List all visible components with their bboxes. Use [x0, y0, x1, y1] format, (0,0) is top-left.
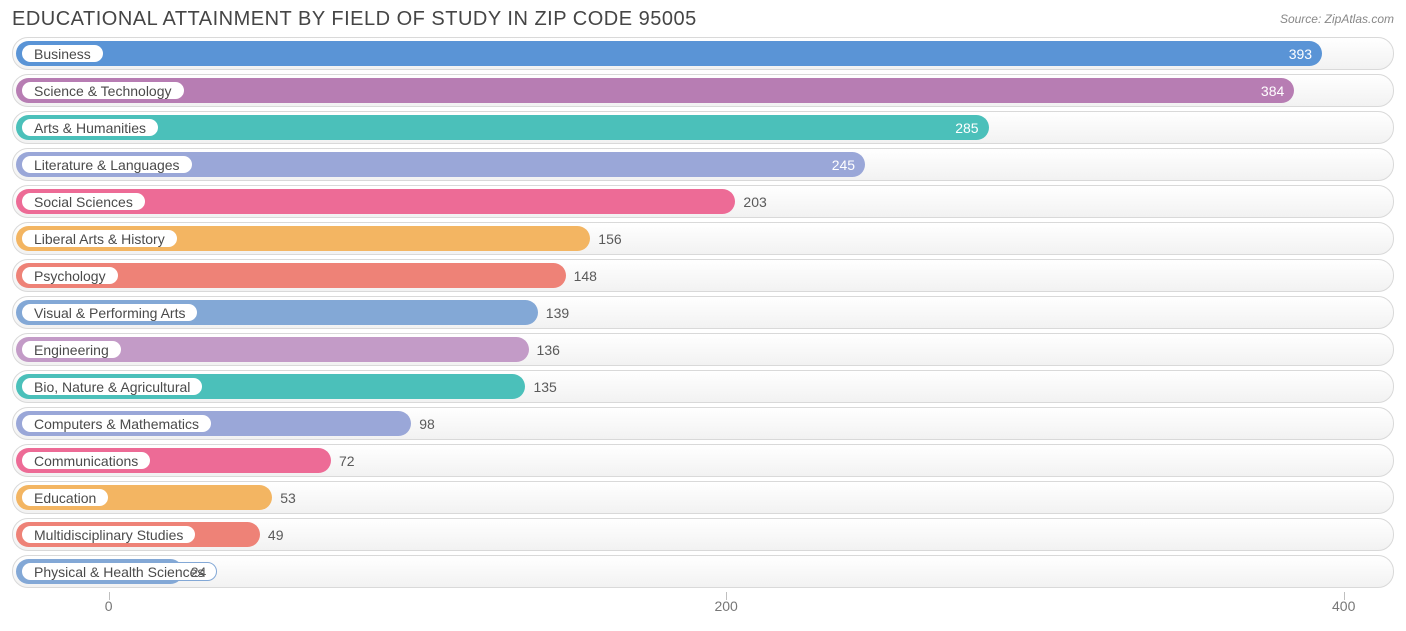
bar-value: 148 [566, 259, 597, 292]
bar-label-pill: Science & Technology [21, 81, 185, 100]
bar-label-pill: Multidisciplinary Studies [21, 525, 196, 544]
bar-label: Computers & Mathematics [34, 416, 199, 432]
bar-value: 135 [525, 370, 556, 403]
bar-row: Bio, Nature & Agricultural 135 [12, 370, 1394, 403]
bar-label: Literature & Languages [34, 157, 180, 173]
bar-label-pill: Visual & Performing Arts [21, 303, 198, 322]
bar-row: Communications 72 [12, 444, 1394, 477]
bar-label-pill: Social Sciences [21, 192, 146, 211]
bar-label: Arts & Humanities [34, 120, 146, 136]
bar-label: Physical & Health Sciences [34, 564, 204, 580]
axis-tick-label: 0 [105, 598, 113, 614]
bar-label-pill: Engineering [21, 340, 122, 359]
bar-label: Bio, Nature & Agricultural [34, 379, 190, 395]
bar-label-pill: Computers & Mathematics [21, 414, 212, 433]
bar-value: 98 [411, 407, 435, 440]
bar-row: 384 Science & Technology [12, 74, 1394, 107]
bar-label-pill: Literature & Languages [21, 155, 193, 174]
bar-label: Psychology [34, 268, 106, 284]
bar-row: 285 Arts & Humanities [12, 111, 1394, 144]
bar-label-pill: Education [21, 488, 109, 507]
bar-label: Social Sciences [34, 194, 133, 210]
bar-value: 203 [735, 185, 766, 218]
bar-label-pill: Business [21, 44, 104, 63]
bar-label: Communications [34, 453, 138, 469]
bar-label: Business [34, 46, 91, 62]
bar-value: 49 [260, 518, 284, 551]
bar-row: Physical & Health Sciences24 [12, 555, 1394, 588]
bar-value: 24 [183, 555, 207, 588]
bar-row: Liberal Arts & History 156 [12, 222, 1394, 255]
bar-label-pill: Bio, Nature & Agricultural [21, 377, 203, 396]
bar: 393 [16, 41, 1322, 66]
bar-chart: 393 Business 384 Science & Technology 285 Art… [12, 37, 1394, 588]
bar-value: 139 [538, 296, 569, 329]
bar-value: 136 [529, 333, 560, 366]
bar-label: Science & Technology [34, 83, 172, 99]
chart-source: Source: ZipAtlas.com [1280, 8, 1394, 26]
bar-label: Multidisciplinary Studies [34, 527, 183, 543]
bar-label-pill: Communications [21, 451, 151, 470]
bar-value: 156 [590, 222, 621, 255]
bar-row: Engineering 136 [12, 333, 1394, 366]
bar-row: 245 Literature & Languages [12, 148, 1394, 181]
bar-row: Social Sciences 203 [12, 185, 1394, 218]
bar-row: Education 53 [12, 481, 1394, 514]
bar-row: 393 Business [12, 37, 1394, 70]
bar-label: Visual & Performing Arts [34, 305, 185, 321]
x-axis: 0 200 400 [12, 592, 1394, 616]
bar-label: Education [34, 490, 96, 506]
bar-row: Psychology 148 [12, 259, 1394, 292]
chart-title: EDUCATIONAL ATTAINMENT BY FIELD OF STUDY… [12, 8, 697, 31]
bar-row: Computers & Mathematics 98 [12, 407, 1394, 440]
bar-value: 285 [955, 115, 978, 140]
bar-label-pill: Psychology [21, 266, 119, 285]
bar-label-pill: Liberal Arts & History [21, 229, 178, 248]
bar: 285 [16, 115, 989, 140]
bar-label: Liberal Arts & History [34, 231, 165, 247]
axis-tick-label: 400 [1332, 598, 1355, 614]
bar-value: 393 [1289, 41, 1312, 66]
bar-value: 384 [1261, 78, 1284, 103]
bar-label-pill: Arts & Humanities [21, 118, 159, 137]
axis-tick-label: 200 [714, 598, 737, 614]
bar: 384 [16, 78, 1294, 103]
bar-value: 53 [272, 481, 296, 514]
bar-track [12, 555, 1394, 588]
bar-row: Visual & Performing Arts 139 [12, 296, 1394, 329]
bar-value: 72 [331, 444, 355, 477]
bar-value: 245 [832, 152, 855, 177]
bar-row: Multidisciplinary Studies 49 [12, 518, 1394, 551]
bar-label: Engineering [34, 342, 109, 358]
